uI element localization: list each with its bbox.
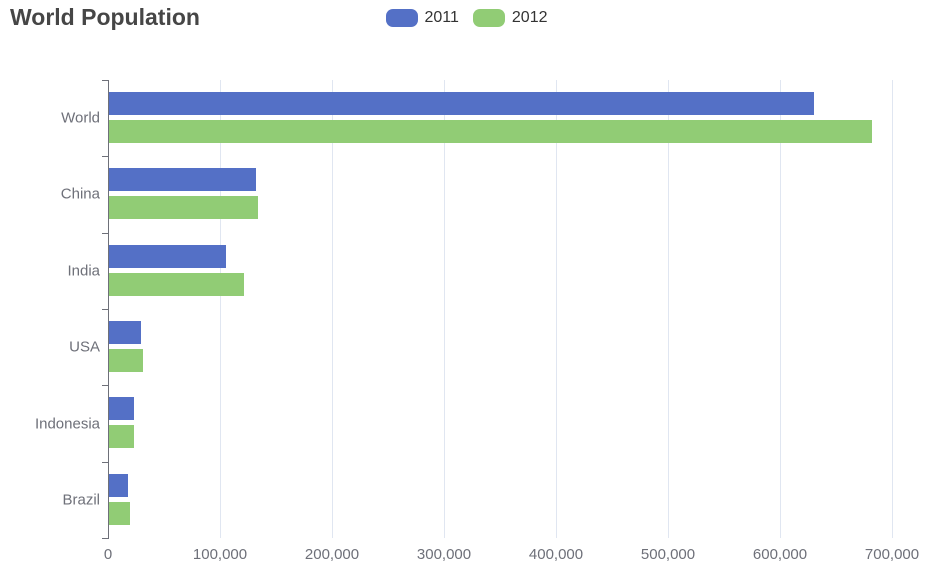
bar-indonesia-2011[interactable] [108, 397, 134, 420]
bar-china-2011[interactable] [108, 168, 256, 191]
gridline-100000 [220, 80, 221, 538]
y-axis-tick [102, 538, 108, 539]
legend-marker-2012-icon [472, 9, 505, 27]
plot-area [108, 80, 893, 538]
category-label-world: World [61, 109, 100, 127]
legend-marker-2011-icon [385, 9, 418, 27]
gridline-300000 [444, 80, 445, 538]
y-axis-tick [102, 309, 108, 310]
bar-brazil-2011[interactable] [108, 474, 128, 497]
bar-usa-2012[interactable] [108, 349, 143, 372]
category-label-india: India [67, 262, 100, 280]
bar-world-2011[interactable] [108, 92, 814, 115]
category-label-indonesia: Indonesia [34, 415, 100, 433]
category-label-brazil: Brazil [62, 491, 100, 509]
gridline-600000 [780, 80, 781, 538]
y-axis-tick [102, 156, 108, 157]
gridline-200000 [332, 80, 333, 538]
bar-india-2011[interactable] [108, 245, 226, 268]
legend-label-2012: 2012 [511, 9, 548, 26]
y-axis-tick [102, 80, 108, 81]
x-tick-label-400000: 400,000 [528, 546, 584, 563]
y-axis-line [108, 80, 109, 539]
bar-brazil-2012[interactable] [108, 502, 130, 525]
bar-china-2012[interactable] [108, 196, 258, 219]
x-tick-label-200000: 200,000 [304, 546, 360, 563]
chart-title: World Population [10, 4, 200, 30]
legend-item-2011[interactable]: 2011 [385, 9, 459, 27]
category-label-china: China [60, 185, 100, 203]
x-tick-label-0: 0 [103, 546, 113, 563]
x-tick-label-700000: 700,000 [864, 546, 920, 563]
bar-usa-2011[interactable] [108, 321, 141, 344]
gridline-700000 [892, 80, 893, 538]
x-tick-label-600000: 600,000 [752, 546, 808, 563]
legend: 2011 2012 [385, 9, 548, 27]
gridline-500000 [668, 80, 669, 538]
gridline-400000 [556, 80, 557, 538]
legend-item-2012[interactable]: 2012 [472, 9, 548, 27]
y-axis-tick [102, 385, 108, 386]
bar-indonesia-2012[interactable] [108, 425, 134, 448]
x-tick-label-500000: 500,000 [640, 546, 696, 563]
x-tick-label-100000: 100,000 [192, 546, 248, 563]
bar-india-2012[interactable] [108, 273, 244, 296]
y-axis-tick [102, 233, 108, 234]
legend-label-2011: 2011 [424, 9, 459, 26]
bar-world-2012[interactable] [108, 120, 872, 143]
x-tick-label-300000: 300,000 [416, 546, 472, 563]
category-label-usa: USA [69, 338, 100, 356]
y-axis-tick [102, 462, 108, 463]
